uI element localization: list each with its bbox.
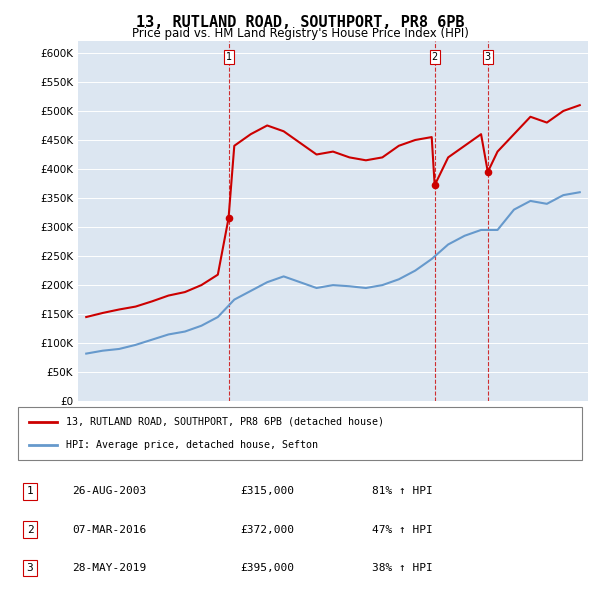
Text: £315,000: £315,000	[240, 486, 294, 496]
Text: 07-MAR-2016: 07-MAR-2016	[72, 525, 146, 535]
Text: 26-AUG-2003: 26-AUG-2003	[72, 486, 146, 496]
Text: Price paid vs. HM Land Registry's House Price Index (HPI): Price paid vs. HM Land Registry's House …	[131, 27, 469, 40]
Text: 38% ↑ HPI: 38% ↑ HPI	[372, 563, 433, 573]
Text: 2: 2	[431, 52, 438, 62]
Text: 13, RUTLAND ROAD, SOUTHPORT, PR8 6PB (detached house): 13, RUTLAND ROAD, SOUTHPORT, PR8 6PB (de…	[66, 417, 384, 427]
Text: 3: 3	[26, 563, 34, 573]
Point	[483, 167, 493, 176]
Text: £372,000: £372,000	[240, 525, 294, 535]
Text: HPI: Average price, detached house, Sefton: HPI: Average price, detached house, Seft…	[66, 440, 318, 450]
Text: 28-MAY-2019: 28-MAY-2019	[72, 563, 146, 573]
FancyBboxPatch shape	[18, 407, 582, 460]
Text: £395,000: £395,000	[240, 563, 294, 573]
Text: 81% ↑ HPI: 81% ↑ HPI	[372, 486, 433, 496]
Text: 1: 1	[226, 52, 232, 62]
Text: 1: 1	[26, 486, 34, 496]
Text: 47% ↑ HPI: 47% ↑ HPI	[372, 525, 433, 535]
Point	[430, 181, 439, 190]
Point	[224, 214, 233, 223]
Text: 2: 2	[26, 525, 34, 535]
Text: 3: 3	[485, 52, 491, 62]
Text: 13, RUTLAND ROAD, SOUTHPORT, PR8 6PB: 13, RUTLAND ROAD, SOUTHPORT, PR8 6PB	[136, 15, 464, 30]
